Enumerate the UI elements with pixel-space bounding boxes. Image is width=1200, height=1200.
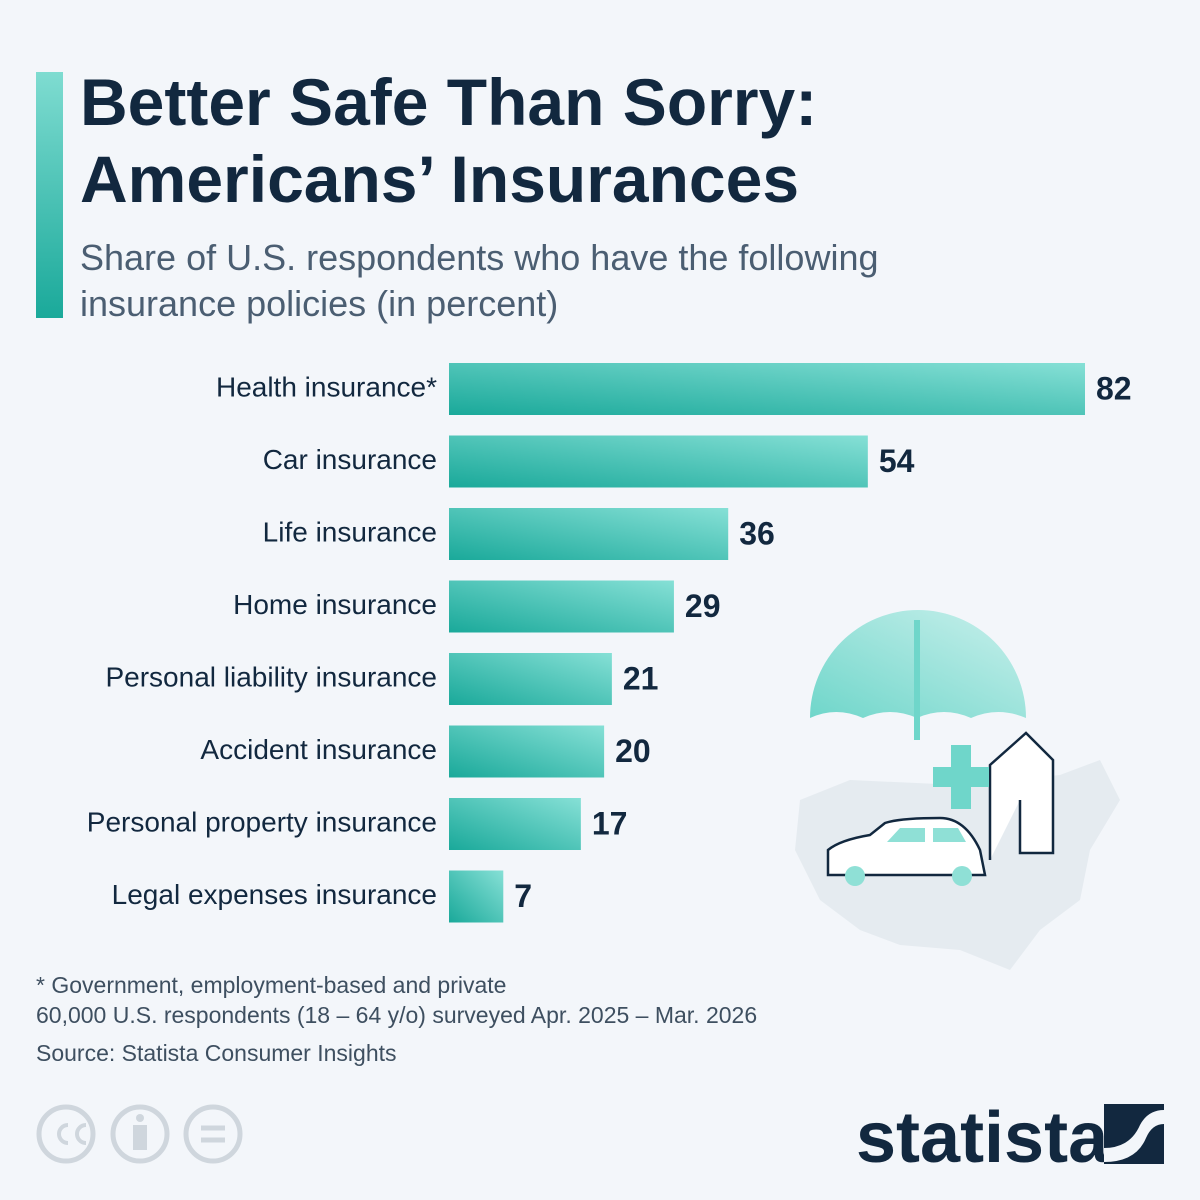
bar [449, 363, 1085, 415]
title-line: Better Safe Than Sorry: [80, 65, 817, 139]
value-label: 36 [739, 515, 775, 551]
category-label: Life insurance [263, 516, 437, 547]
bar [449, 798, 581, 850]
subtitle-line: Share of U.S. respondents who have the f… [80, 237, 879, 278]
value-label: 82 [1096, 370, 1132, 406]
value-label: 21 [623, 660, 659, 696]
value-label: 17 [592, 805, 628, 841]
title-line: Americans’ Insurances [80, 142, 799, 216]
bar [449, 725, 605, 778]
category-label: Personal liability insurance [105, 661, 437, 692]
logo-mark [1104, 1104, 1164, 1164]
illustration [795, 610, 1120, 970]
category-label: Home insurance [233, 589, 437, 620]
value-label: 29 [685, 588, 721, 624]
category-label: Personal property insurance [87, 806, 437, 837]
category-label: Health insurance* [216, 371, 437, 402]
accent-bar [36, 72, 63, 318]
value-label: 54 [879, 443, 915, 479]
logo-text: statista [856, 1098, 1109, 1178]
bar [449, 870, 504, 923]
source: Source: Statista Consumer Insights [36, 1040, 397, 1066]
bar [449, 508, 729, 560]
footnote: * Government, employment-based and priva… [36, 972, 506, 998]
value-label: 7 [514, 878, 532, 914]
bar [449, 653, 612, 705]
license-icons [36, 1104, 243, 1164]
category-label: Legal expenses insurance [112, 879, 437, 910]
category-label: Car insurance [263, 444, 437, 475]
bar [449, 435, 868, 488]
value-label: 20 [615, 733, 651, 769]
category-label: Accident insurance [200, 734, 437, 765]
subtitle-line: insurance policies (in percent) [80, 283, 558, 324]
bar [449, 580, 674, 633]
footnote: 60,000 U.S. respondents (18 – 64 y/o) su… [36, 1002, 757, 1028]
